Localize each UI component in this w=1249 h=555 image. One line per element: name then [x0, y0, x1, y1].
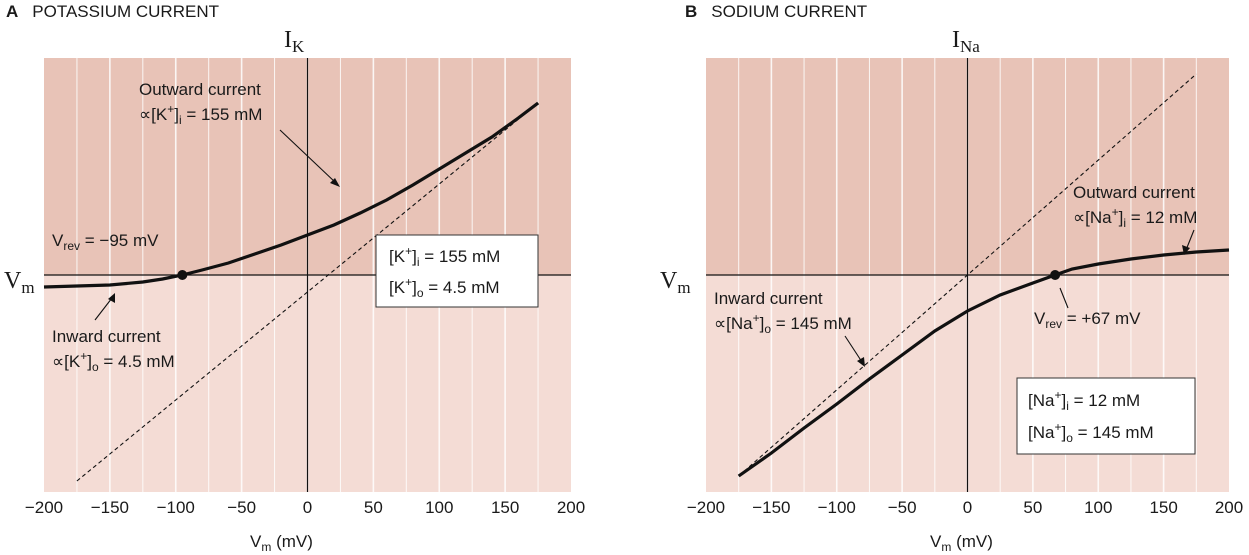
panel-a-box-line2: [K+]o = 4.5 mM [389, 275, 500, 300]
x-tick-label: −50 [227, 498, 256, 517]
panel-a-outward-arrowhead [330, 178, 340, 187]
x-tick-label: 50 [364, 498, 383, 517]
panel-a-inward-arrowhead [108, 293, 115, 303]
panel-a-tick-labels: −200 −150 −100 −50 0 50 100 150 200 [25, 498, 585, 517]
panel-a-outward-conc: ∝[K+]i = 155 mM [139, 102, 262, 127]
x-tick-label: 200 [1215, 498, 1243, 517]
x-tick-label: −100 [818, 498, 856, 517]
x-tick-label: 200 [557, 498, 585, 517]
panel-b-dashed-line [738, 73, 1197, 477]
panel-b-inward-label: Inward current [714, 289, 823, 308]
panel-b-reversal-arrow [1059, 287, 1069, 309]
panel-b-box-line2: [Na+]o = 145 mM [1028, 420, 1154, 445]
panel-b-title-text: SODIUM CURRENT [711, 2, 868, 21]
panel-b-reversal-label: Vrev = +67 mV [1034, 309, 1141, 331]
panel-b-outward-label: Outward current [1073, 183, 1195, 202]
panel-a-current-curve [43, 101, 540, 289]
panel-a-outward-label: Outward current [139, 80, 261, 99]
panel-b-chart: −200 −150 −100 −50 0 50 100 150 200 INa Vm Vm (m… [660, 27, 1243, 554]
panel-b-concentration-box [1016, 377, 1196, 455]
x-tick-label: 100 [1084, 498, 1112, 517]
x-tick-label: 0 [303, 498, 312, 517]
x-tick-label: 100 [425, 498, 453, 517]
panel-b-tick-labels: −200 −150 −100 −50 0 50 100 150 200 [687, 498, 1243, 517]
panel-a-chart: −200 −150 −100 −50 0 50 100 150 200 IK Vm Vm (mV… [4, 27, 585, 554]
panel-b-outward-arrow [1185, 229, 1195, 251]
x-tick-label: −150 [752, 498, 790, 517]
panel-a-y-axis-label: IK [284, 27, 305, 56]
x-tick-label: −100 [157, 498, 195, 517]
panel-a-x-axis-label: Vm (mV) [250, 532, 313, 554]
panel-b-current-curve [737, 248, 1230, 478]
panel-a-outward-arrow [279, 129, 337, 184]
x-tick-label: −50 [888, 498, 917, 517]
panel-b-vm-side-label: Vm [660, 268, 691, 297]
panel-b-outward-conc: ∝[Na+]i = 12 mM [1073, 205, 1197, 230]
panel-b-box-line1: [Na+]i = 12 mM [1028, 388, 1140, 413]
panel-a-box-line1: [K+]i = 155 mM [389, 244, 500, 269]
panel-b-outward-arrowhead [1182, 245, 1190, 255]
panel-b-inward-arrowhead [857, 357, 865, 367]
panel-a-inward-label: Inward current [52, 327, 161, 346]
panel-b-x-axis-label: Vm (mV) [930, 532, 993, 554]
panel-a-letter: A [6, 2, 19, 21]
panel-b-inward-conc: ∝[Na+]o = 145 mM [714, 311, 852, 336]
panel-a-title: A POTASSIUM CURRENT [6, 2, 219, 22]
panel-a-inward-arrow [94, 297, 113, 321]
x-tick-label: −200 [25, 498, 63, 517]
panel-a-vm-side-label: Vm [4, 268, 35, 297]
x-tick-label: 150 [1149, 498, 1177, 517]
panel-b-inward-arrow [844, 335, 863, 363]
x-tick-label: 0 [963, 498, 972, 517]
panel-b-letter: B [685, 2, 698, 21]
x-tick-label: −150 [91, 498, 129, 517]
panel-a-dashed-line [76, 102, 539, 482]
panel-a-concentration-box [375, 234, 539, 308]
panel-b-title: B SODIUM CURRENT [685, 2, 867, 22]
panel-a-reversal-point [177, 270, 188, 280]
x-tick-label: 50 [1023, 498, 1042, 517]
panel-a-reversal-label: Vrev = −95 mV [52, 231, 159, 253]
x-tick-label: 150 [491, 498, 519, 517]
panel-a-title-text: POTASSIUM CURRENT [32, 2, 219, 21]
panel-a-inward-conc: ∝[K+]o = 4.5 mM [52, 349, 175, 374]
panel-b-y-axis-label: INa [952, 27, 980, 56]
x-tick-label: −200 [687, 498, 725, 517]
panel-b-reversal-point [1050, 270, 1061, 280]
